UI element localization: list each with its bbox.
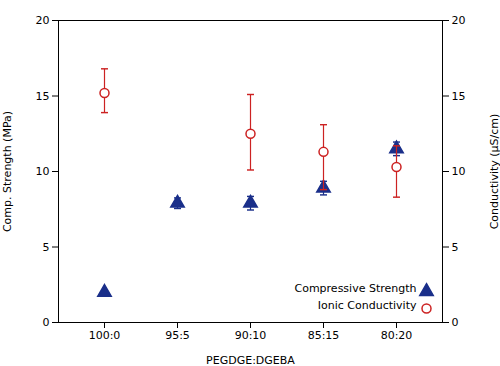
svg-text:20: 20: [452, 14, 466, 27]
svg-text:Compressive Strength: Compressive Strength: [294, 282, 416, 295]
svg-text:85:15: 85:15: [308, 329, 340, 342]
svg-text:15: 15: [452, 90, 466, 103]
svg-text:Ionic Conductivity: Ionic Conductivity: [318, 299, 417, 312]
svg-text:15: 15: [36, 90, 50, 103]
svg-text:0: 0: [43, 316, 50, 329]
svg-text:10: 10: [452, 165, 466, 178]
svg-text:5: 5: [452, 241, 459, 254]
svg-text:20: 20: [36, 14, 50, 27]
svg-text:0: 0: [452, 316, 459, 329]
svg-text:Conductivity (μS/cm): Conductivity (μS/cm): [488, 114, 500, 230]
svg-text:PEGDGE:DGEBA: PEGDGE:DGEBA: [206, 354, 295, 366]
svg-text:10: 10: [36, 165, 50, 178]
svg-text:80:20: 80:20: [381, 329, 413, 342]
svg-text:90:10: 90:10: [235, 329, 267, 342]
svg-text:5: 5: [43, 241, 50, 254]
svg-text:95:5: 95:5: [165, 329, 190, 342]
svg-text:100:0: 100:0: [89, 329, 121, 342]
svg-text:Comp. Strength (MPa): Comp. Strength (MPa): [1, 111, 14, 232]
